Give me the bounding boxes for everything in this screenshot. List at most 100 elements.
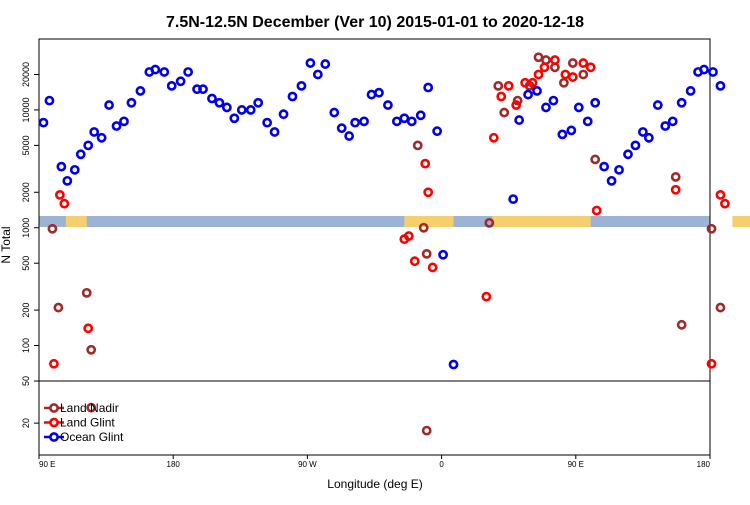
- ocean-glint-point: [336, 123, 347, 134]
- land-glint-point: [539, 62, 550, 73]
- land-glint-point: [409, 256, 420, 267]
- land-nadir-point: [421, 248, 432, 259]
- ocean-glint-point: [44, 95, 55, 106]
- land-glint-point: [423, 187, 434, 198]
- legend-marker-land-glint: [49, 417, 59, 428]
- ocean-glint-point: [366, 89, 377, 100]
- ocean-glint-point: [423, 82, 434, 93]
- ocean-glint-point: [150, 64, 161, 75]
- ocean-glint-point: [606, 175, 617, 186]
- land-nadir-point: [533, 52, 544, 63]
- ocean-glint-point: [245, 105, 256, 115]
- ocean-glint-point: [214, 97, 225, 108]
- ocean-glint-point: [438, 249, 448, 260]
- land-nadir-point: [499, 107, 510, 118]
- land-glint-point: [83, 323, 94, 334]
- ocean-glint-point: [508, 194, 519, 205]
- ocean-glint-point: [236, 105, 247, 115]
- ocean-glint-point: [253, 97, 264, 108]
- ocean-glint-point: [415, 110, 426, 121]
- land-nadir-point: [670, 172, 681, 182]
- y-tick-label: 200: [21, 303, 31, 318]
- ocean-glint-point: [166, 80, 177, 91]
- ocean-glint-point: [221, 102, 232, 113]
- ocean-glint-point: [287, 91, 298, 102]
- ocean-glint-point: [676, 97, 687, 108]
- legend-label-land-glint: Land Glint: [60, 416, 115, 430]
- ocean-glint-point: [175, 76, 186, 87]
- land-glint-point: [427, 262, 438, 273]
- ocean-glint-point: [262, 117, 273, 128]
- ocean-glint-point: [159, 67, 170, 77]
- land-segment: [748, 216, 750, 227]
- land-nadir-point: [86, 344, 97, 355]
- plot-border: [38, 38, 711, 456]
- land-nadir-point: [47, 223, 58, 234]
- legend-label-land-nadir: Land Nadir: [60, 401, 119, 415]
- land-nadir-point: [567, 58, 578, 68]
- ocean-glint-point: [715, 80, 726, 91]
- ocean-glint-point: [667, 116, 678, 127]
- land-nadir-point: [578, 69, 589, 80]
- land-glint-point: [520, 77, 531, 88]
- ocean-glint-point: [320, 59, 331, 69]
- y-axis: 50 100 200 500 1000 2000 5000 10000 20000 20: [21, 62, 39, 428]
- land-nadir-point: [512, 95, 523, 106]
- y-tick-label: 1000: [21, 218, 31, 238]
- land-glint-point: [533, 69, 544, 80]
- ocean-glint-point: [383, 100, 393, 110]
- plot-frame: [38, 38, 711, 456]
- data-points: [38, 52, 730, 436]
- land-nadir-point: [412, 140, 423, 151]
- ocean-glint-point: [590, 97, 601, 108]
- ocean-glint-point: [685, 86, 696, 96]
- ocean-glint-point: [312, 69, 323, 80]
- ocean-glint-point: [278, 109, 289, 120]
- ocean-glint-point: [305, 58, 316, 68]
- chart-title: 7.5N-12.5N December (Ver 10) 2015-01-01 …: [166, 14, 584, 31]
- ocean-glint-point: [599, 161, 610, 172]
- land-glint-point: [511, 100, 522, 110]
- ocean-glint-point: [119, 116, 129, 127]
- land-nadir-point: [715, 302, 726, 313]
- y-tick-label: 10000: [21, 97, 31, 122]
- ocean-glint-point: [523, 89, 533, 100]
- land-glint-point: [527, 77, 538, 88]
- ocean-glint-point: [126, 97, 137, 108]
- ocean-glint-point: [104, 100, 114, 110]
- ocean-glint-point: [643, 132, 654, 143]
- x-tick-label: 90 W: [298, 460, 317, 469]
- x-tick-label: 90 E: [568, 460, 584, 469]
- y-tick-label: 2000: [21, 182, 31, 202]
- ocean-glint-point: [229, 113, 240, 124]
- ocean-glint-point: [111, 121, 122, 131]
- land-band: [39, 216, 750, 227]
- ocean-glint-point: [183, 67, 194, 77]
- land-nadir-point: [590, 154, 601, 165]
- ocean-glint-point: [374, 87, 384, 98]
- ocean-glint-point: [96, 132, 107, 143]
- land-glint-point: [550, 55, 560, 65]
- land-segment: [77, 216, 87, 227]
- ocean-glint-point: [56, 161, 67, 172]
- land-glint-point: [567, 72, 578, 82]
- land-glint-point: [503, 80, 514, 91]
- land-glint-point: [560, 69, 571, 80]
- land-glint-point: [59, 198, 70, 209]
- land-glint-point: [420, 158, 431, 169]
- ocean-glint-point: [359, 116, 369, 127]
- x-tick-label: 180: [167, 460, 181, 469]
- land-segment: [404, 216, 454, 227]
- ocean-glint-point: [329, 107, 340, 118]
- ocean-glint-point: [514, 115, 525, 125]
- land-nadir-point: [558, 77, 569, 88]
- land-glint-point: [54, 189, 65, 200]
- ocean-glint-point: [708, 67, 718, 77]
- ocean-glint-point: [699, 64, 709, 75]
- ocean-glint-point: [391, 116, 402, 127]
- ocean-glint-point: [399, 113, 410, 124]
- land-glint-point: [585, 62, 596, 73]
